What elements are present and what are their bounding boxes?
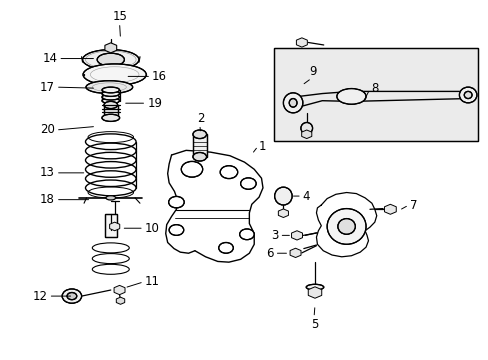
Ellipse shape bbox=[102, 91, 119, 96]
Ellipse shape bbox=[86, 81, 132, 94]
Text: 11: 11 bbox=[144, 275, 160, 288]
Text: 18: 18 bbox=[40, 193, 55, 206]
Ellipse shape bbox=[102, 94, 119, 100]
Ellipse shape bbox=[305, 284, 323, 290]
Ellipse shape bbox=[181, 161, 202, 177]
Bar bbox=[273, 48, 477, 141]
Text: 17: 17 bbox=[40, 81, 55, 94]
Text: 5: 5 bbox=[311, 318, 318, 330]
Bar bbox=[104, 105, 117, 118]
Bar bbox=[193, 134, 206, 157]
Ellipse shape bbox=[218, 243, 233, 253]
Text: 8: 8 bbox=[370, 82, 378, 95]
Bar bbox=[105, 214, 116, 237]
Ellipse shape bbox=[337, 219, 355, 234]
Ellipse shape bbox=[102, 114, 120, 121]
Text: 10: 10 bbox=[144, 222, 160, 235]
Ellipse shape bbox=[193, 130, 206, 139]
Text: 3: 3 bbox=[271, 229, 278, 242]
Text: 9: 9 bbox=[308, 65, 316, 78]
Text: 2: 2 bbox=[197, 112, 204, 125]
Ellipse shape bbox=[288, 99, 296, 107]
Text: 16: 16 bbox=[152, 70, 167, 83]
Ellipse shape bbox=[336, 89, 366, 104]
Ellipse shape bbox=[300, 122, 312, 134]
Ellipse shape bbox=[463, 91, 471, 99]
Ellipse shape bbox=[106, 196, 116, 200]
Ellipse shape bbox=[83, 64, 146, 85]
Bar bbox=[105, 214, 116, 237]
Ellipse shape bbox=[104, 102, 117, 109]
Bar bbox=[273, 48, 477, 141]
Text: 15: 15 bbox=[113, 10, 128, 23]
Text: 6: 6 bbox=[265, 247, 273, 260]
Text: 7: 7 bbox=[409, 198, 416, 212]
Text: 13: 13 bbox=[40, 166, 55, 179]
Ellipse shape bbox=[326, 208, 366, 244]
Ellipse shape bbox=[458, 87, 476, 103]
Text: 12: 12 bbox=[33, 289, 47, 303]
Ellipse shape bbox=[97, 53, 124, 66]
Ellipse shape bbox=[168, 197, 184, 208]
Text: 1: 1 bbox=[259, 140, 266, 153]
Bar bbox=[193, 134, 206, 157]
Text: 4: 4 bbox=[302, 190, 310, 203]
Text: 14: 14 bbox=[42, 52, 57, 65]
Ellipse shape bbox=[67, 293, 77, 300]
Ellipse shape bbox=[102, 98, 119, 104]
Ellipse shape bbox=[82, 50, 139, 69]
Ellipse shape bbox=[62, 289, 81, 303]
Ellipse shape bbox=[274, 187, 291, 205]
Bar bbox=[104, 105, 117, 118]
Text: 20: 20 bbox=[40, 123, 55, 136]
Ellipse shape bbox=[240, 178, 256, 189]
Ellipse shape bbox=[193, 153, 206, 161]
Ellipse shape bbox=[283, 93, 302, 113]
Text: 19: 19 bbox=[147, 97, 162, 110]
Ellipse shape bbox=[169, 225, 183, 235]
Ellipse shape bbox=[220, 166, 237, 179]
Ellipse shape bbox=[102, 87, 119, 93]
Ellipse shape bbox=[239, 229, 254, 240]
